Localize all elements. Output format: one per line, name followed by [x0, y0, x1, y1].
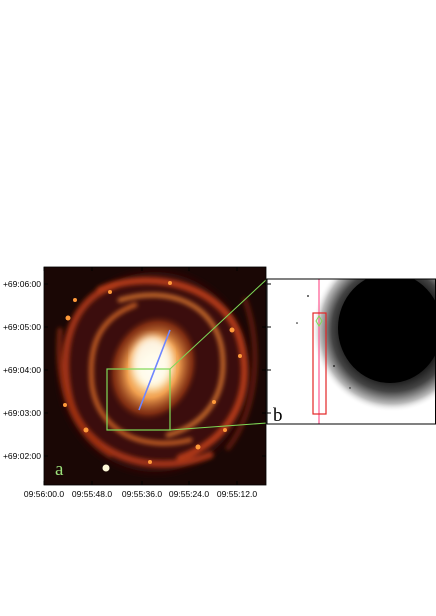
- ra-tick-label: 09:55:24.0: [169, 489, 209, 499]
- dec-tick-label: +69:04:00: [3, 365, 41, 375]
- panel-b-ticks: [267, 283, 271, 414]
- dec-tick-label: +69:03:00: [3, 408, 41, 418]
- zoom-connectors: [169, 278, 268, 431]
- dec-tick-label: +69:05:00: [3, 322, 41, 332]
- dec-tick-labels: +69:06:00 +69:05:00 +69:04:00 +69:03:00 …: [3, 279, 41, 461]
- zoom-box-rect: [106, 368, 171, 431]
- panel-a-frame: [43, 266, 267, 486]
- panel-b-label: b: [273, 405, 283, 426]
- ra-tick-labels: 09:56:00.0 09:55:48.0 09:55:36.0 09:55:2…: [24, 489, 257, 499]
- zoom-box: [106, 368, 171, 431]
- ra-tick-label: 09:55:48.0: [72, 489, 112, 499]
- ra-tick-label: 09:55:36.0: [122, 489, 162, 499]
- ra-tick-label: 09:56:00.0: [24, 489, 64, 499]
- slit-line-a: [138, 329, 171, 411]
- dec-tick-label: +69:06:00: [3, 279, 41, 289]
- slit-box: [312, 312, 327, 415]
- panel-b-image: [267, 279, 436, 424]
- dec-tick-marks: [44, 283, 266, 457]
- ra-tick-label: 09:55:12.0: [217, 489, 257, 499]
- panel-a-image: [44, 267, 266, 485]
- target-marker: [315, 315, 323, 327]
- dec-tick-label: +69:02:00: [3, 451, 41, 461]
- panel-a-label: a: [55, 459, 64, 480]
